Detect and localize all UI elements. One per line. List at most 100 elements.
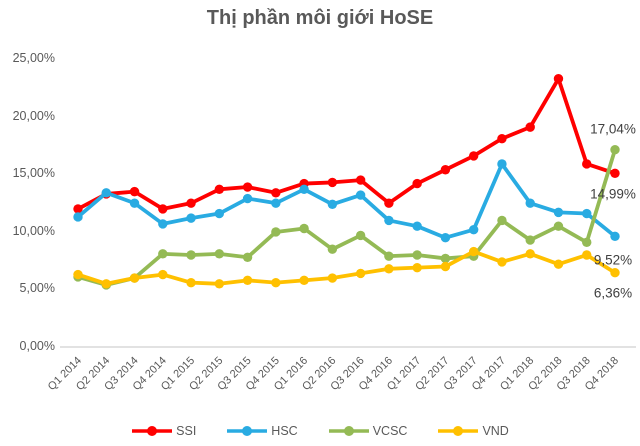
series-marker-vnd bbox=[242, 275, 253, 286]
series-marker-vnd bbox=[73, 269, 83, 280]
series-marker-vcsc bbox=[214, 249, 225, 259]
series-marker-ssi bbox=[468, 151, 479, 161]
series-marker-ssi bbox=[525, 122, 535, 132]
series-marker-vnd bbox=[299, 275, 309, 286]
series-marker-ssi bbox=[242, 182, 253, 192]
series-marker-hsc bbox=[214, 208, 225, 219]
series-marker-vnd bbox=[129, 273, 140, 283]
series-marker-vnd bbox=[271, 277, 281, 288]
series-marker-ssi bbox=[355, 175, 366, 185]
series-marker-vcsc bbox=[327, 244, 338, 254]
series-marker-hsc bbox=[412, 221, 422, 231]
series-marker-ssi bbox=[582, 159, 592, 169]
series-line-vcsc bbox=[76, 147, 617, 287]
series-marker-vnd bbox=[440, 261, 451, 272]
series-marker-hsc bbox=[129, 198, 140, 208]
series-marker-ssi bbox=[129, 186, 140, 197]
chart-title: Thị phần môi giới HoSE bbox=[206, 7, 434, 29]
series-marker-vnd bbox=[214, 279, 225, 289]
series-marker-ssi bbox=[158, 204, 168, 214]
legend-item-ssi: SSI bbox=[131, 424, 196, 438]
legend: SSI HSC VCSC VND bbox=[0, 424, 640, 438]
legend-label: VCSC bbox=[372, 424, 408, 438]
series-marker-ssi bbox=[73, 204, 83, 214]
series-line-hsc bbox=[76, 162, 617, 240]
series-marker-hsc bbox=[497, 159, 507, 169]
series-marker-vnd bbox=[582, 250, 592, 260]
series-marker-hsc bbox=[553, 207, 564, 218]
series-marker-hsc bbox=[158, 219, 168, 229]
data-label-vcsc: 17,04% bbox=[590, 122, 636, 137]
legend-label: VND bbox=[482, 424, 509, 438]
series-marker-vnd bbox=[101, 279, 111, 289]
series-marker-vcsc bbox=[384, 251, 394, 261]
series-marker-ssi bbox=[412, 178, 422, 189]
series-marker-hsc bbox=[242, 193, 253, 204]
series-marker-ssi bbox=[440, 165, 451, 175]
series-marker-ssi bbox=[610, 168, 620, 179]
legend-label: SSI bbox=[176, 424, 197, 438]
y-tick-label: 10,00% bbox=[12, 223, 55, 238]
data-label-ssi: 14,99% bbox=[590, 186, 636, 201]
series-marker-vcsc bbox=[440, 253, 451, 264]
series-marker-hsc bbox=[73, 212, 83, 222]
series-marker-vcsc bbox=[412, 250, 422, 260]
series-marker-vnd bbox=[412, 262, 422, 273]
series-marker-hsc bbox=[101, 188, 111, 198]
series-marker-vcsc bbox=[497, 215, 507, 226]
legend-label: HSC bbox=[271, 424, 298, 438]
series-marker-vnd bbox=[468, 246, 479, 257]
series-marker-ssi bbox=[186, 198, 196, 208]
y-tick-label: 20,00% bbox=[12, 108, 55, 123]
series-marker-hsc bbox=[299, 184, 309, 195]
series-marker-ssi bbox=[497, 133, 507, 144]
series-marker-vcsc bbox=[582, 237, 592, 248]
series-marker-vnd bbox=[497, 257, 507, 267]
series-marker-vcsc bbox=[242, 252, 253, 262]
series-marker-ssi bbox=[214, 184, 225, 195]
series-marker-vnd bbox=[186, 277, 196, 288]
series-marker-hsc bbox=[582, 208, 592, 219]
series-marker-hsc bbox=[525, 198, 535, 208]
series-marker-ssi bbox=[384, 198, 394, 208]
legend-marker-vnd-icon bbox=[438, 426, 479, 436]
series-marker-ssi bbox=[271, 188, 281, 198]
data-label-hsc: 9,52% bbox=[594, 252, 632, 267]
series-marker-hsc bbox=[384, 215, 394, 226]
series-marker-vcsc bbox=[158, 249, 168, 259]
series-line-vnd bbox=[76, 249, 617, 286]
y-tick-label: 15,00% bbox=[12, 166, 55, 181]
series-marker-vnd bbox=[525, 249, 535, 259]
legend-item-vcsc: VCSC bbox=[328, 424, 408, 438]
series-marker-vcsc bbox=[299, 223, 309, 234]
series-marker-hsc bbox=[610, 231, 620, 242]
series-marker-hsc bbox=[440, 233, 451, 243]
legend-marker-vcsc-icon bbox=[328, 426, 369, 436]
series-marker-vcsc bbox=[610, 144, 620, 155]
legend-marker-hsc-icon bbox=[227, 426, 268, 436]
legend-item-hsc: HSC bbox=[226, 424, 298, 438]
y-tick-label: 0,00% bbox=[19, 339, 55, 353]
y-tick-label: 5,00% bbox=[19, 281, 55, 296]
series-marker-vnd bbox=[553, 259, 564, 269]
series-marker-hsc bbox=[271, 198, 281, 208]
series-marker-hsc bbox=[327, 199, 338, 210]
y-tick-label: 25,00% bbox=[12, 51, 55, 65]
series-marker-hsc bbox=[186, 213, 196, 223]
legend-marker-ssi-icon bbox=[132, 426, 173, 436]
series-marker-vnd bbox=[610, 268, 620, 278]
series-marker-vcsc bbox=[271, 227, 281, 237]
series-marker-vnd bbox=[384, 264, 394, 274]
series-marker-ssi bbox=[553, 74, 564, 84]
series-marker-vnd bbox=[158, 269, 168, 280]
series-marker-vcsc bbox=[553, 221, 564, 231]
series-marker-hsc bbox=[468, 224, 479, 235]
series-marker-hsc bbox=[355, 190, 366, 200]
series-marker-vnd bbox=[327, 273, 338, 283]
legend-item-vnd: VND bbox=[437, 424, 509, 438]
series-marker-vnd bbox=[355, 268, 366, 279]
series-marker-vcsc bbox=[525, 235, 535, 245]
data-label-vnd: 6,36% bbox=[594, 286, 632, 301]
